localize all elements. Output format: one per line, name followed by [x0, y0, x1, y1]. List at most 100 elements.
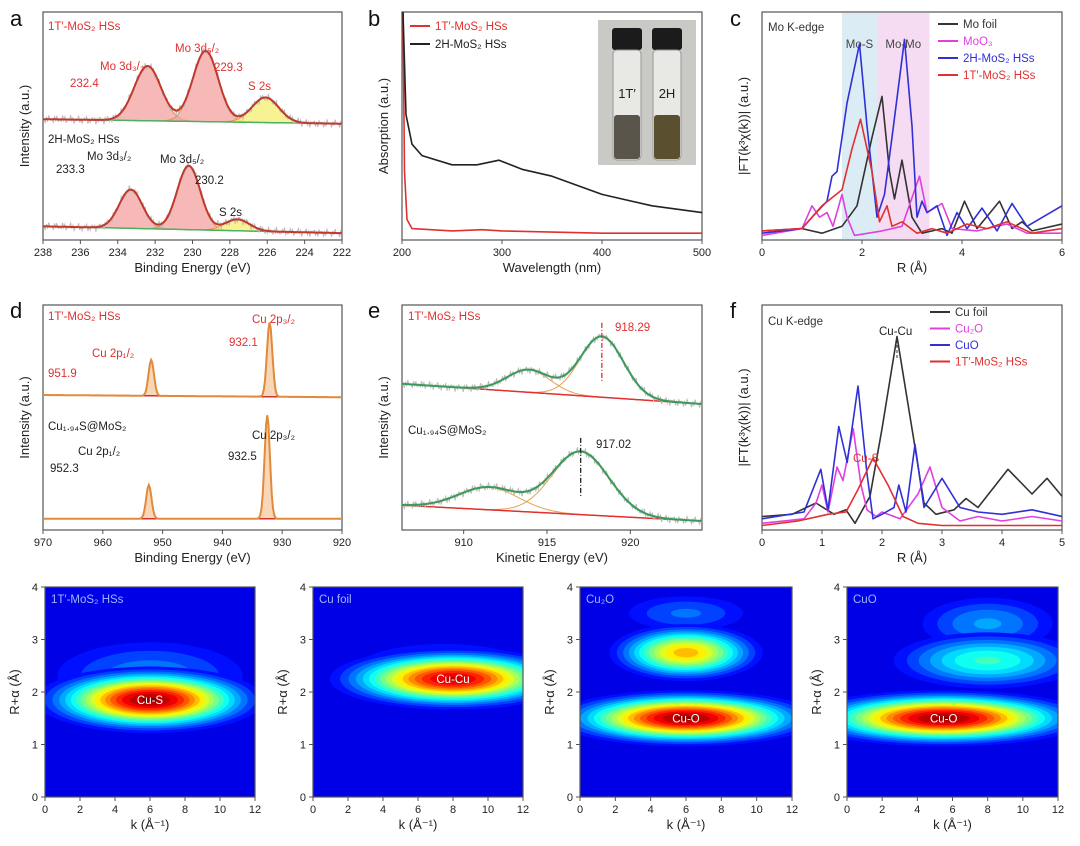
legend-label: 2H-MoS₂ HSs: [435, 39, 507, 51]
x-tick-label: 4: [999, 537, 1005, 549]
x-axis-label: Binding Energy (eV): [134, 550, 250, 565]
x-tick-label: 940: [213, 537, 231, 549]
baseline: [402, 504, 703, 522]
contour-peak-label: Cu-Cu: [436, 674, 469, 686]
legend-item: Cu foil: [930, 307, 988, 319]
peak-annotation: S 2s: [219, 207, 242, 219]
x-tick-label: 6: [415, 804, 421, 816]
peak-area: [43, 51, 342, 124]
contour-peak-label: Cu-S: [137, 695, 164, 707]
y-axis-label: |FT(k³χ(k))| (a.u.): [736, 368, 751, 466]
peak-annotation: 952.3: [50, 463, 79, 475]
x-tick-label: 6: [683, 804, 689, 816]
series-line: [762, 385, 1062, 520]
x-tick-label: 910: [454, 537, 472, 549]
x-axis-label: k (Å⁻¹): [399, 817, 438, 832]
peak-annotation: 229.3: [214, 62, 243, 74]
legend-item: 2H-MoS₂ HSs: [410, 39, 507, 51]
peak-annotation: 232.4: [70, 78, 99, 90]
peak-annotation: Cu 2p₃/₂: [252, 430, 295, 442]
peak-component: [43, 322, 343, 398]
heatmap-title: 1T′-MoS₂ HSs: [51, 594, 124, 606]
peak-area: [43, 359, 342, 398]
spectrum: [401, 322, 703, 409]
fit-envelope: [43, 164, 343, 235]
panel-letter: c: [730, 6, 741, 31]
legend-item: MoO₃: [938, 36, 993, 48]
x-tick-label: 1: [819, 537, 825, 549]
edge-label: Cu K-edge: [768, 316, 823, 328]
raw-data: [42, 161, 343, 239]
legend-item: Cu₂O: [930, 324, 983, 336]
y-tick-label: 4: [834, 582, 840, 594]
x-tick-label: 8: [985, 804, 991, 816]
series-line: [762, 118, 1062, 234]
spectrum: [42, 48, 343, 129]
series-line: [402, 12, 702, 234]
vial-label: 1T′: [618, 86, 636, 101]
y-tick-label: 4: [567, 582, 573, 594]
series-line: [762, 457, 1062, 527]
peak-annotation: 951.9: [48, 368, 77, 380]
series-line: [402, 12, 702, 214]
spectrum: [401, 437, 703, 526]
plot-frame: [401, 304, 703, 531]
panel-d: 970 960 950 940 930 920 Binding Energy (eV) Int…: [10, 298, 351, 565]
x-tick-label: 4: [112, 804, 118, 816]
legend-label: CuO: [955, 340, 979, 352]
peak-annotation: 230.2: [195, 175, 224, 187]
peak-annotation: 1T′-MoS₂ HSs: [48, 21, 121, 33]
contour-peak-label: Cu-O: [930, 713, 958, 725]
peak-annotation: Mo 3d₅/₂: [160, 154, 204, 166]
x-tick-label: 2: [345, 804, 351, 816]
y-axis-label: |FT(k³χ(k))| (a.u.): [736, 77, 751, 175]
y-tick-label: 1: [834, 740, 840, 752]
x-tick-label: 920: [621, 537, 639, 549]
legend-item: 2H-MoS₂ HSs: [938, 53, 1035, 65]
edge-label: Mo K-edge: [768, 22, 824, 34]
heatmap-g4: Cu-O CuO: [847, 587, 1058, 797]
plot-frame: [401, 11, 703, 241]
x-tick-label: 400: [593, 247, 611, 259]
plot-frame: [42, 304, 343, 531]
x-tick-label: 2: [859, 247, 865, 259]
x-tick-label: 2: [879, 537, 885, 549]
series-line: [762, 175, 1062, 237]
plot-frame: [761, 11, 1063, 241]
peak-annotation: Cu 2p₃/₂: [252, 314, 295, 326]
contour-peak-label: Cu-O: [672, 713, 700, 725]
x-tick-label: 224: [295, 247, 313, 259]
legend-item: 1T′-MoS₂ HSs: [410, 21, 508, 33]
x-tick-label: 4: [914, 804, 920, 816]
x-tick-label: 0: [759, 537, 765, 549]
x-axis-label: k (Å⁻¹): [667, 817, 706, 832]
peak-area: [43, 97, 342, 124]
y-tick-label: 2: [32, 687, 38, 699]
contour-level: [443, 676, 463, 682]
x-tick-label: 12: [786, 804, 798, 816]
x-tick-label: 6: [949, 804, 955, 816]
x-tick-label: 3: [939, 537, 945, 549]
fit-envelope: [43, 415, 342, 520]
peak-label: Cu-Cu: [879, 326, 912, 338]
vial: 1T′: [612, 28, 642, 161]
y-tick-label: 1: [300, 740, 306, 752]
peak-area: [43, 189, 342, 234]
peak-component: [43, 358, 343, 398]
x-tick-label: 236: [71, 247, 89, 259]
y-tick-label: 2: [834, 687, 840, 699]
legend-item: 1T′-MoS₂ HSs: [930, 357, 1028, 369]
peak-annotation: Cu₁.₉₄S@MoS₂: [408, 425, 486, 437]
x-tick-label: 960: [94, 537, 112, 549]
peak-annotation: Mo 3d₅/₂: [175, 43, 219, 55]
y-tick-label: 2: [300, 687, 306, 699]
x-tick-label: 0: [577, 804, 583, 816]
series-line: [762, 428, 1062, 525]
x-tick-label: 4: [648, 804, 654, 816]
x-tick-label: 230: [183, 247, 201, 259]
x-tick-label: 970: [34, 537, 52, 549]
x-axis-label: R (Å): [897, 550, 927, 565]
y-axis-label: Intensity (a.u.): [17, 376, 32, 458]
